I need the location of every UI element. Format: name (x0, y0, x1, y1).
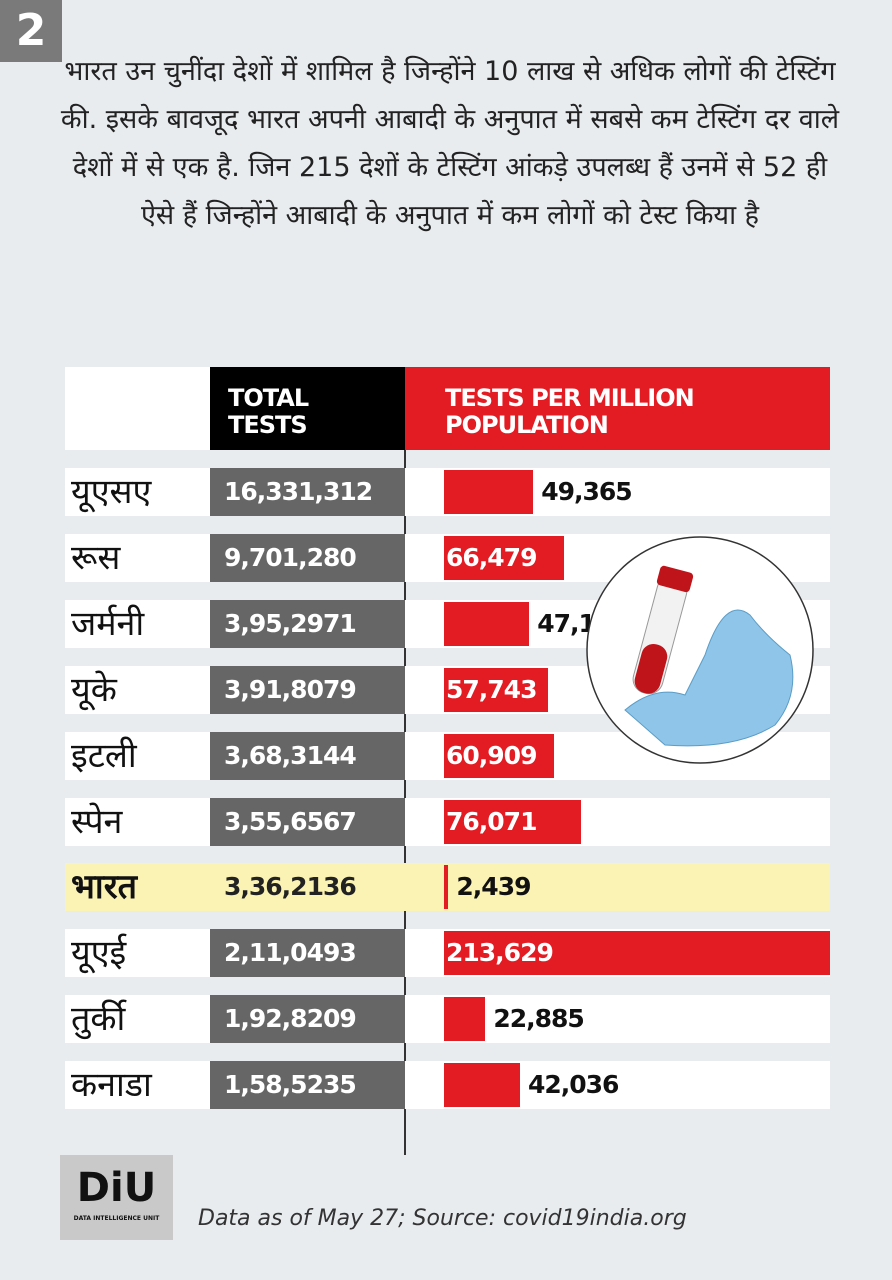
value-label: 42,036 (527, 1070, 619, 1100)
value-label: 2,439 (456, 872, 531, 902)
header-blank (65, 367, 210, 450)
total-tests: 16,331,312 (210, 468, 405, 516)
total-tests: 2,11,0493 (210, 929, 405, 978)
bar (444, 470, 534, 514)
bar (444, 997, 486, 1042)
logo-sub: DATA INTELLIGENCE UNIT (73, 1215, 160, 1222)
total-tests: 1,58,5235 (210, 1061, 405, 1110)
value-label: 60,909 (446, 740, 537, 770)
logo: DiU (76, 1165, 157, 1211)
bar (444, 1063, 520, 1108)
country: इटली (71, 735, 137, 776)
country: यूएई (71, 933, 127, 974)
value-label: 76,071 (446, 806, 537, 836)
bar (444, 799, 582, 844)
logo-box: DiU DATA INTELLIGENCE UNIT (60, 1155, 173, 1240)
bar (444, 733, 555, 778)
total-tests: 3,95,2971 (210, 599, 405, 648)
value-label: 22,885 (493, 1004, 584, 1034)
total-tests: 9,701,280 (210, 533, 405, 582)
badge: 2 (0, 0, 62, 62)
country: स्पेन (71, 801, 123, 842)
bar (444, 865, 449, 910)
total-tests: 3,68,3144 (210, 731, 405, 780)
country: जर्मनी (71, 603, 145, 644)
country: कनाडा (71, 1065, 152, 1106)
value-label: 213,629 (446, 938, 554, 968)
total-tests: 3,91,8079 (210, 665, 405, 714)
country: रूस (71, 537, 121, 578)
column-title: TOTAL TESTS (210, 367, 405, 450)
total-tests: 3,55,6567 (210, 797, 405, 846)
column-title: TESTS PER MILLION POPULATION (405, 367, 830, 450)
illustration (586, 536, 814, 764)
country: भारत (71, 867, 137, 908)
value-label: 49,365 (541, 477, 632, 506)
total-tests: 1,92,8209 (210, 995, 405, 1044)
country: तुर्की (71, 999, 126, 1040)
bar (444, 601, 530, 646)
country: यूएसए (71, 472, 152, 512)
value-label: 66,479 (446, 542, 537, 572)
total-tests: 3,36,2136 (224, 872, 357, 902)
intro-text: भारत उन चुनींदा देशों में शामिल है जिन्ह… (60, 56, 840, 231)
bar (444, 931, 830, 976)
value-label: 57,743 (446, 674, 537, 704)
bar (444, 667, 549, 712)
bar (444, 535, 565, 580)
country: यूके (71, 669, 117, 710)
source: Data as of May 27; Source: covid19india.… (198, 1206, 687, 1231)
